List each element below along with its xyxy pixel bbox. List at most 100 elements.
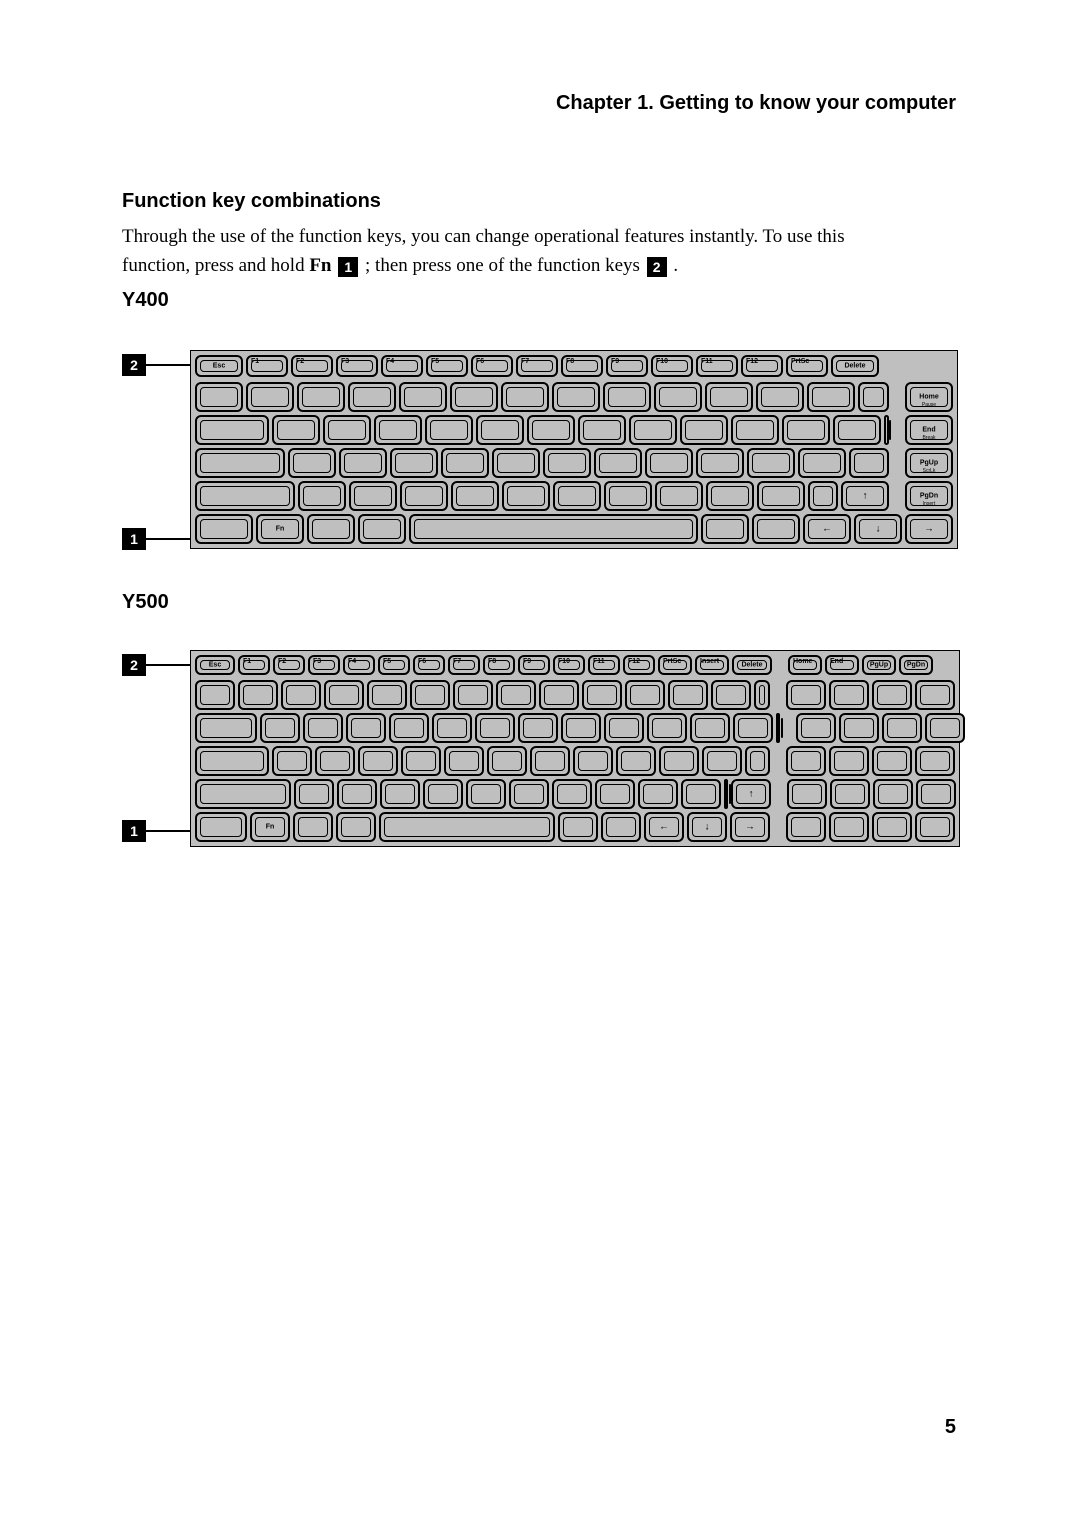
key	[539, 680, 579, 710]
key	[829, 746, 869, 776]
key-alt-l	[358, 514, 406, 544]
keyboard-y500: Esc F1 F2 F3 F4 F5 F6 F7 F8 F9 F10 F11 F…	[190, 650, 960, 847]
key	[451, 481, 499, 511]
key	[410, 680, 450, 710]
key	[501, 382, 549, 412]
key-f1: F1	[238, 655, 270, 675]
key-fn: Fn	[250, 812, 290, 842]
key	[553, 481, 601, 511]
key	[543, 448, 591, 478]
key-space	[409, 514, 698, 544]
key	[655, 481, 703, 511]
key-tab	[195, 713, 257, 743]
key	[441, 448, 489, 478]
key-arrow-right: →	[905, 514, 953, 544]
key	[595, 779, 635, 809]
key-f12: F12	[741, 355, 783, 377]
key-end: End	[825, 655, 859, 675]
callout-box-1b: 1	[122, 820, 146, 842]
key	[829, 680, 869, 710]
key	[260, 713, 300, 743]
key-arrow-left: ←	[803, 514, 851, 544]
inline-callout-2: 2	[647, 257, 667, 277]
key-delete: Delete	[732, 655, 772, 675]
key	[561, 713, 601, 743]
section-title: Function key combinations	[122, 190, 381, 213]
key	[303, 713, 343, 743]
key-ctrl-l	[195, 812, 247, 842]
inline-callout-1: 1	[338, 257, 358, 277]
model-label-y500: Y500	[122, 591, 169, 614]
key-f3: F3	[308, 655, 340, 675]
key-esc: Esc	[195, 355, 243, 377]
key-f3: F3	[336, 355, 378, 377]
key-f10: F10	[553, 655, 585, 675]
key	[798, 448, 846, 478]
key-esc: Esc	[195, 655, 235, 675]
key-f2: F2	[291, 355, 333, 377]
key	[390, 448, 438, 478]
key-f5: F5	[378, 655, 410, 675]
key	[195, 680, 235, 710]
key-prtsc: PrtSc	[786, 355, 828, 377]
key-f9: F9	[518, 655, 550, 675]
key	[349, 481, 397, 511]
key	[882, 713, 922, 743]
callout-line-2	[146, 364, 190, 366]
key	[702, 746, 742, 776]
key	[453, 680, 493, 710]
key	[711, 680, 751, 710]
key	[705, 382, 753, 412]
key	[281, 680, 321, 710]
key	[654, 382, 702, 412]
key-win	[293, 812, 333, 842]
key	[638, 779, 678, 809]
key	[786, 812, 826, 842]
key	[582, 680, 622, 710]
key	[830, 779, 870, 809]
key-numlock	[786, 680, 826, 710]
key	[509, 779, 549, 809]
key-backslash	[884, 415, 889, 445]
body-line2a: function, press and hold	[122, 255, 309, 276]
key-arrow-right: →	[730, 812, 770, 842]
key	[496, 680, 536, 710]
key	[872, 746, 912, 776]
model-label-y400: Y400	[122, 289, 169, 312]
key	[346, 713, 386, 743]
key-alt-r	[701, 514, 749, 544]
key	[476, 415, 524, 445]
key	[530, 746, 570, 776]
body-line2c: .	[669, 255, 679, 276]
key-f5: F5	[426, 355, 468, 377]
key	[757, 481, 805, 511]
key	[423, 779, 463, 809]
key	[400, 481, 448, 511]
key-capslock	[195, 746, 269, 776]
key-pgdn: PgDnInsert	[905, 481, 953, 511]
key-enter	[745, 746, 770, 776]
key	[389, 713, 429, 743]
key	[807, 382, 855, 412]
key-alt-l	[336, 812, 376, 842]
key	[324, 680, 364, 710]
key	[358, 746, 398, 776]
key-ctrl-r	[601, 812, 641, 842]
key	[518, 713, 558, 743]
key	[444, 746, 484, 776]
key	[272, 746, 312, 776]
key	[680, 415, 728, 445]
key-f4: F4	[343, 655, 375, 675]
page-number: 5	[945, 1416, 956, 1439]
key	[297, 382, 345, 412]
key	[367, 680, 407, 710]
key-arrow-up: ↑	[731, 779, 771, 809]
key-arrow-down: ↓	[854, 514, 902, 544]
key	[916, 779, 956, 809]
key	[604, 713, 644, 743]
key	[690, 713, 730, 743]
key	[925, 713, 965, 743]
key	[756, 382, 804, 412]
keyboard-figure-y400: 2 1 Esc F1 F2 F3 F4 F5 F6 F7 F8 F9 F10 F…	[122, 350, 958, 578]
key	[594, 448, 642, 478]
